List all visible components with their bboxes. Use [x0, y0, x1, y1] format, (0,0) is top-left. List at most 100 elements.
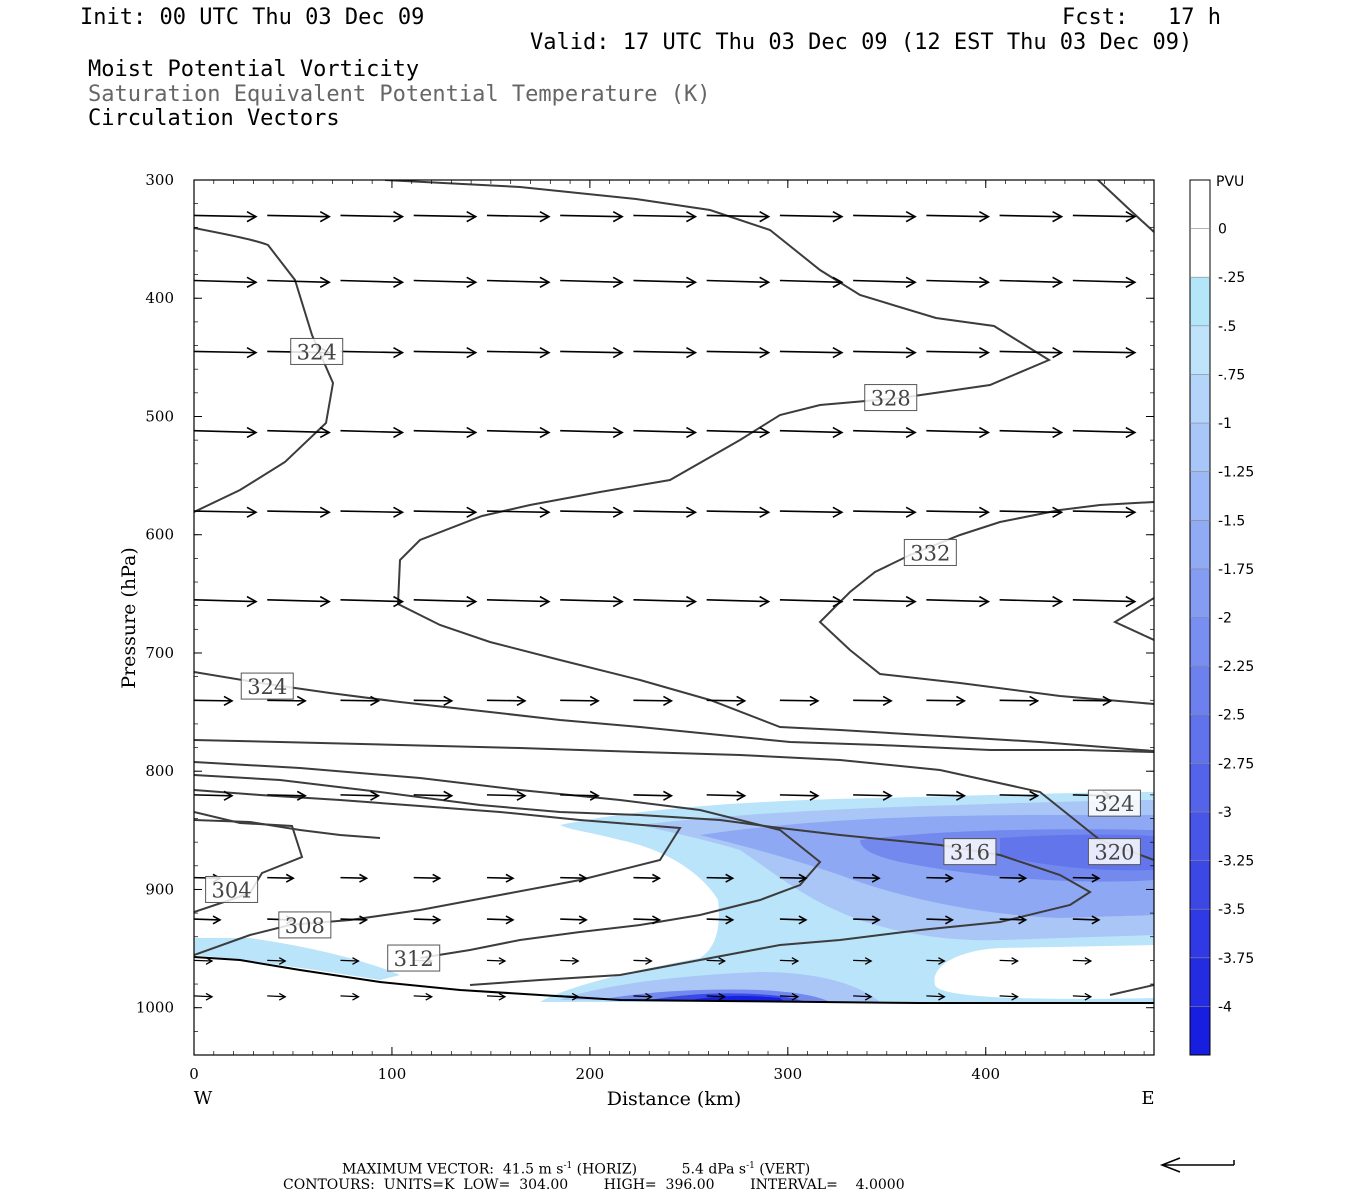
- circulation-vector: [706, 276, 771, 288]
- circulation-vector: [999, 506, 1064, 518]
- circulation-vector: [853, 211, 917, 223]
- circulation-vector: [999, 347, 1064, 359]
- x-tick-label: 0: [189, 1065, 199, 1083]
- plot-frame: [193, 179, 1155, 1056]
- colorbar-swatch: [1190, 423, 1210, 473]
- circulation-vector: [486, 915, 515, 925]
- circulation-vector: [486, 873, 515, 883]
- field-title-vectors: Circulation Vectors: [88, 106, 340, 131]
- circulation-vector: [633, 276, 698, 288]
- circulation-vector: [706, 873, 735, 883]
- circulation-vector: [267, 426, 331, 439]
- colorbar-label: -1.5: [1218, 513, 1245, 529]
- pv-shading: [194, 792, 1154, 1002]
- circulation-vector: [560, 276, 624, 288]
- y-tick-label: 700: [145, 644, 174, 662]
- contour-label: 324: [1087, 789, 1141, 817]
- circulation-vector: [340, 992, 360, 1001]
- circulation-vector: [926, 347, 991, 359]
- colorbar-label: -2.75: [1218, 756, 1254, 772]
- colorbar-label: -2.25: [1218, 659, 1254, 675]
- circulation-vector: [413, 873, 442, 883]
- circulation-vector: [267, 957, 287, 965]
- circulation-vector: [779, 992, 800, 1001]
- max-vector-label: MAXIMUM VECTOR:: [342, 1161, 494, 1178]
- circulation-vector: [267, 992, 287, 1001]
- circulation-vector: [413, 506, 478, 518]
- svg-text:324: 324: [247, 675, 287, 699]
- circulation-vector: [779, 426, 844, 439]
- circulation-vector: [560, 873, 588, 883]
- circulation-vector: [706, 426, 771, 439]
- svg-text:328: 328: [871, 387, 911, 411]
- colorbar-label: -1: [1218, 416, 1232, 432]
- field-title-theta-es: Saturation Equivalent Potential Temperat…: [88, 82, 711, 107]
- colorbar-label: -2: [1218, 611, 1232, 627]
- circulation-vector: [706, 506, 771, 518]
- circulation-vector: [633, 992, 653, 1001]
- circulation-vector: [194, 915, 222, 925]
- contour-ground: [194, 956, 1154, 1004]
- forecast-hour: Fcst: 17 h: [1062, 5, 1221, 30]
- colorbar-swatch: [1190, 180, 1210, 230]
- valid-time: Valid: 17 UTC Thu 03 Dec 09 (12 EST Thu …: [530, 30, 1193, 55]
- circulation-vector: [340, 873, 369, 883]
- circulation-vector: [999, 915, 1028, 925]
- circulation-vector: [194, 347, 258, 359]
- circulation-vector: [194, 276, 258, 288]
- circulation-vector: [633, 506, 698, 518]
- circulation-vector: [486, 957, 507, 965]
- circulation-vector: [926, 426, 991, 439]
- circulation-vector: [633, 211, 698, 223]
- circulation-vector: [194, 211, 258, 223]
- colorbar-label: 0: [1218, 222, 1227, 238]
- contour-320: [194, 739, 1154, 861]
- circulation-vector: [267, 276, 331, 288]
- colorbar-label: -3.5: [1218, 902, 1245, 918]
- x-tick-label: 300: [773, 1065, 802, 1083]
- circulation-vector: [999, 790, 1040, 801]
- circulation-vector: [413, 992, 434, 1001]
- circulation-vector: [267, 790, 307, 801]
- circulation-vector: [706, 790, 747, 801]
- colorbar-label: -3.25: [1218, 854, 1254, 870]
- colorbar-swatch: [1190, 374, 1210, 424]
- circulation-vector: [560, 957, 580, 965]
- svg-text:320: 320: [1094, 841, 1134, 865]
- circulation-vector: [633, 790, 674, 801]
- svg-text:332: 332: [910, 541, 950, 565]
- contour-label: 316: [943, 838, 997, 866]
- circulation-vector: [779, 695, 820, 706]
- circulation-vector: [706, 595, 771, 608]
- circulation-vector: [706, 915, 735, 925]
- contour-label: 312: [387, 944, 441, 972]
- contour-label: 308: [278, 911, 332, 939]
- colorbar-swatch: [1190, 520, 1210, 570]
- colorbar-swatch: [1190, 325, 1210, 375]
- circulation-vector: [1072, 276, 1137, 288]
- circulation-vector: [999, 276, 1064, 288]
- circulation-vector: [267, 595, 331, 608]
- max-vert-value: 5.4: [681, 1161, 704, 1178]
- circulation-vector: [853, 276, 917, 288]
- circulation-vector: [340, 347, 405, 359]
- circulation-vector: [486, 276, 551, 288]
- circulation-vector: [1072, 873, 1101, 883]
- circulation-vector: [194, 695, 234, 706]
- reference-vector-icon: [1159, 1157, 1235, 1173]
- circulation-vector: [999, 957, 1019, 965]
- circulation-vector: [706, 211, 771, 223]
- circulation-vector: [486, 695, 527, 706]
- contour-labels: 324 328 332 324 324 316 320 304 308 312: [205, 337, 1141, 972]
- circulation-vector: [560, 695, 600, 706]
- circulation-vector: [560, 790, 600, 801]
- circulation-vector: [926, 211, 991, 223]
- circulation-vector: [926, 957, 946, 965]
- circulation-vector: [413, 347, 478, 359]
- circulation-vector: [926, 695, 967, 706]
- circulation-vectors: [194, 211, 1137, 1001]
- circulation-vector: [340, 211, 405, 223]
- colorbar-swatch: [1190, 666, 1210, 716]
- circulation-vector: [853, 873, 881, 883]
- circulation-vector: [1072, 695, 1113, 706]
